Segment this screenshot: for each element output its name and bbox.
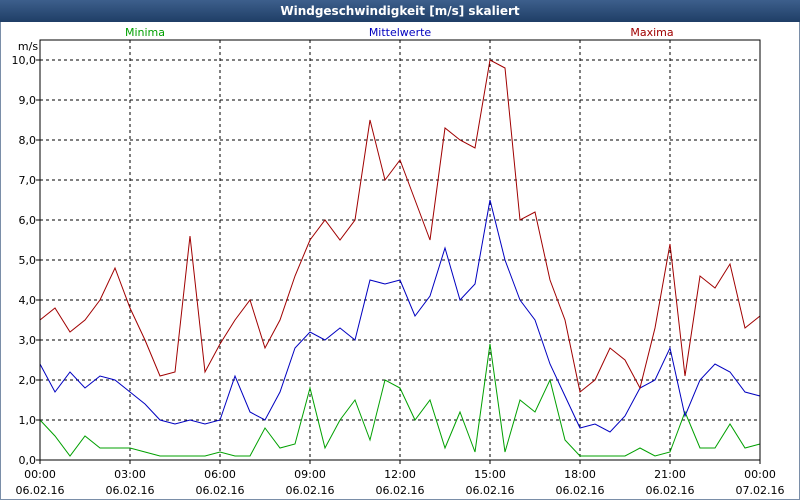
y-tick-label: 4,0 xyxy=(19,294,37,307)
y-tick-label: 1,0 xyxy=(19,414,37,427)
chart-title: Windgeschwindigkeit [m/s] skaliert xyxy=(0,0,800,22)
legend-item-minima: Minima xyxy=(125,26,165,39)
series-line-maxima xyxy=(39,59,761,393)
x-tick-date: 06.02.16 xyxy=(376,484,425,497)
y-axis-ticks: 0,0 1,0 2,0 3,0 4,0 5,0 6,0 7,0 8,0 9,0 10,0 xyxy=(12,54,40,467)
x-axis-ticks: 00:00 06.02.16 03:00 06.02.16 06:00 06.02.16 0… xyxy=(16,460,785,497)
x-tick-date: 06.02.16 xyxy=(196,484,245,497)
x-tick-time: 00:00 xyxy=(24,468,56,481)
x-tick-date: 06.02.16 xyxy=(106,484,155,497)
x-tick-date: 06.02.16 xyxy=(646,484,695,497)
x-tick-date: 07.02.16 xyxy=(736,484,785,497)
x-tick-time: 18:00 xyxy=(564,468,596,481)
y-tick-label: 6,0 xyxy=(19,214,37,227)
y-tick-label: 7,0 xyxy=(19,174,37,187)
series-line-minima xyxy=(39,343,761,457)
series-lines xyxy=(39,59,761,457)
x-tick-time: 03:00 xyxy=(114,468,146,481)
x-tick-date: 06.02.16 xyxy=(286,484,335,497)
y-tick-label: 9,0 xyxy=(19,94,37,107)
y-tick-label: 0,0 xyxy=(19,454,37,467)
x-tick-date: 06.02.16 xyxy=(466,484,515,497)
y-tick-label: 2,0 xyxy=(19,374,37,387)
x-tick-date: 06.02.16 xyxy=(556,484,605,497)
y-tick-label: 3,0 xyxy=(19,334,37,347)
x-tick-time: 09:00 xyxy=(294,468,326,481)
y-tick-label: 5,0 xyxy=(19,254,37,267)
x-tick-time: 15:00 xyxy=(474,468,506,481)
y-axis-label: m/s xyxy=(18,40,38,53)
grid xyxy=(39,40,761,461)
x-tick-time: 00:00 xyxy=(744,468,776,481)
x-tick-time: 12:00 xyxy=(384,468,416,481)
legend: Minima Mittelwerte Maxima xyxy=(125,26,674,39)
legend-item-mittelwerte: Mittelwerte xyxy=(369,26,432,39)
legend-item-maxima: Maxima xyxy=(630,26,673,39)
x-tick-time: 21:00 xyxy=(654,468,686,481)
x-tick-date: 06.02.16 xyxy=(16,484,65,497)
y-tick-label: 8,0 xyxy=(19,134,37,147)
y-tick-label: 10,0 xyxy=(12,54,37,67)
x-tick-time: 06:00 xyxy=(204,468,236,481)
plot-area xyxy=(39,39,761,461)
